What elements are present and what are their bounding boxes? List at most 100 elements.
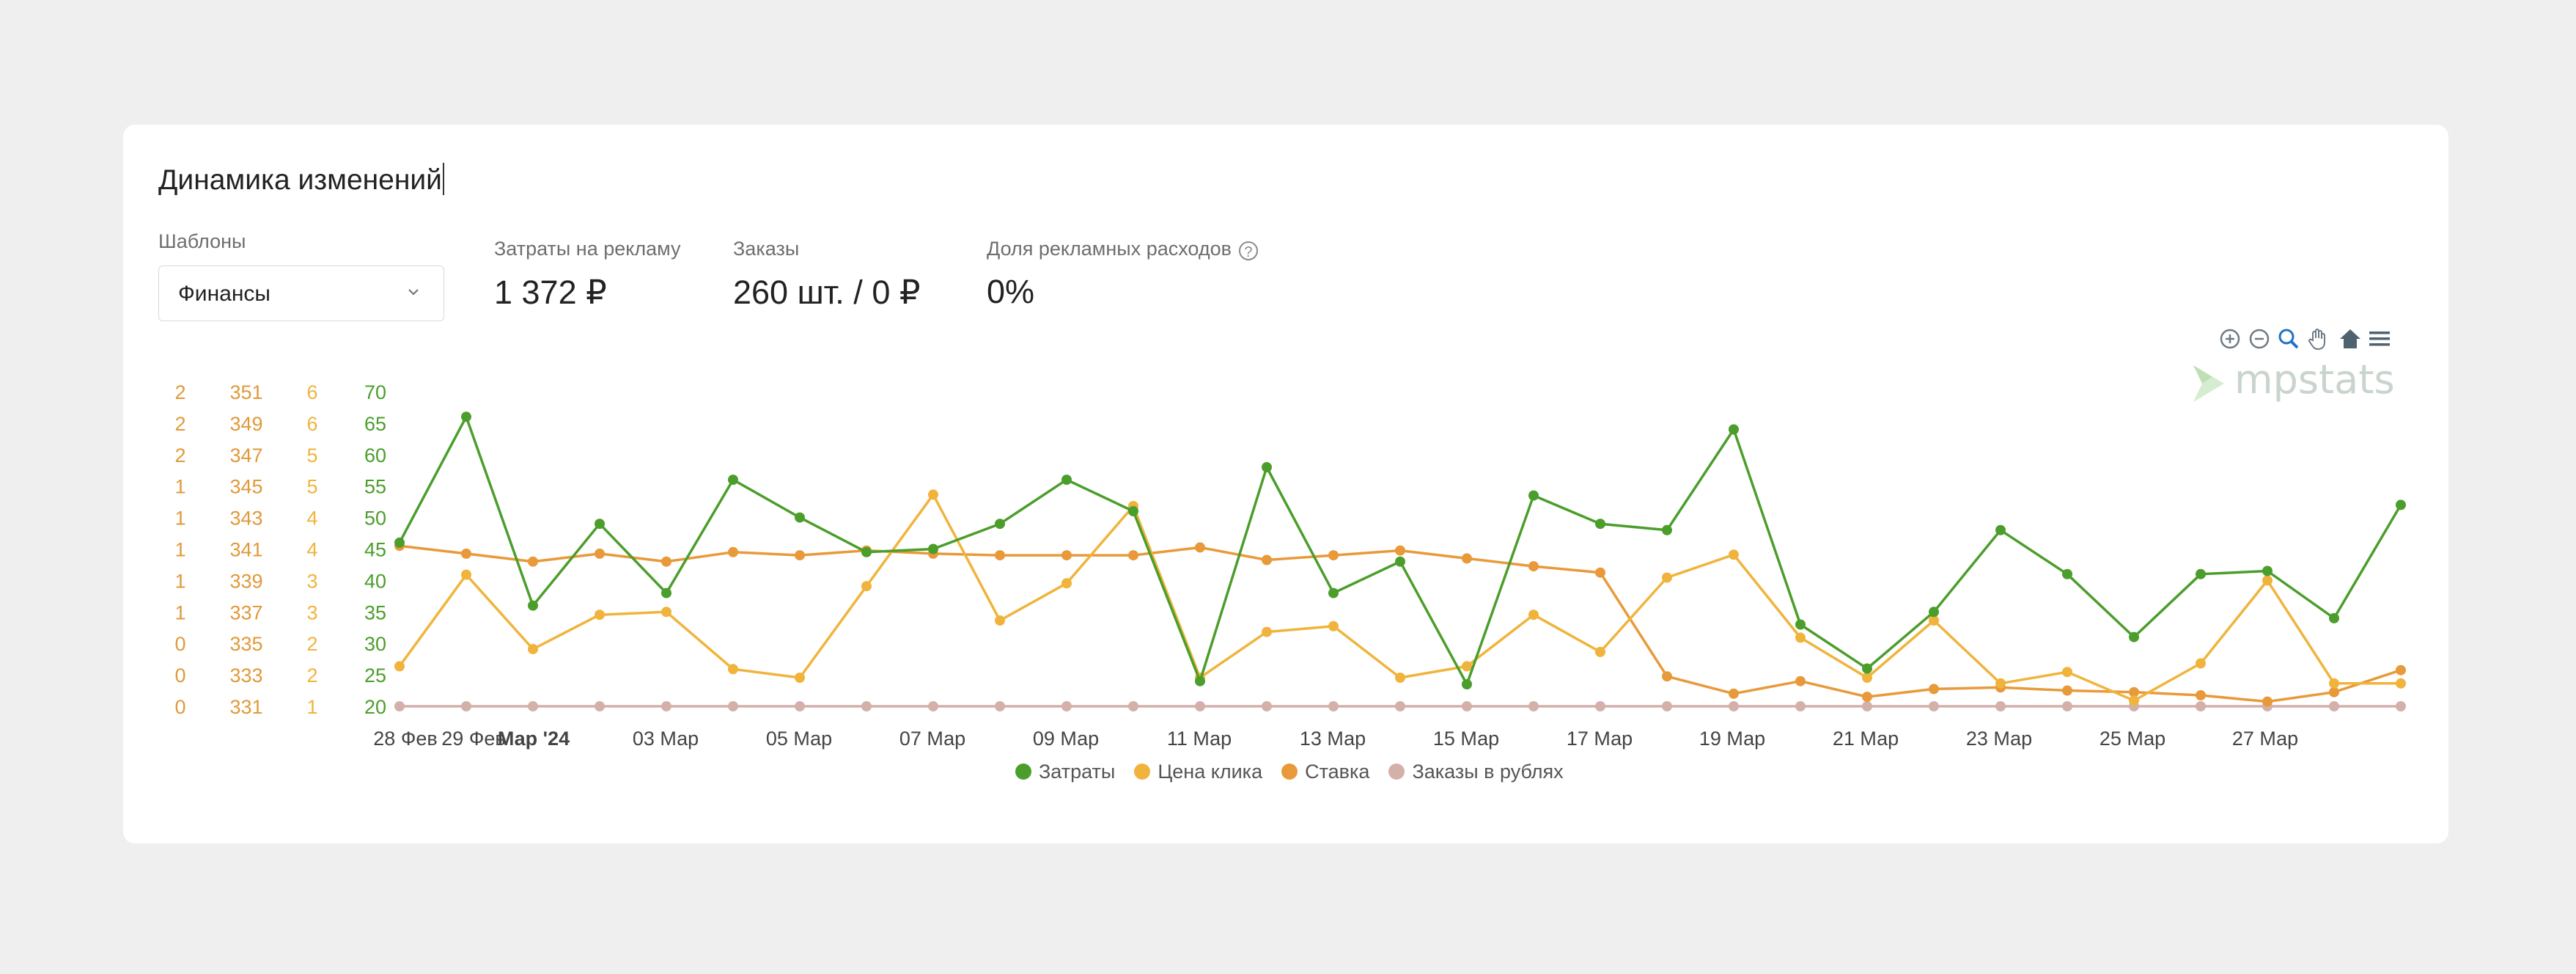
- data-point: [528, 644, 538, 654]
- data-point: [1395, 701, 1405, 711]
- data-point: [1195, 542, 1205, 553]
- data-point: [1128, 506, 1138, 516]
- metric-label-orders: Заказы: [733, 238, 800, 260]
- x-tick-label: 25 Мар: [2100, 728, 2165, 750]
- data-point: [461, 411, 471, 422]
- y-tick-label: 4: [306, 539, 317, 561]
- data-point: [1795, 632, 1806, 643]
- y-tick-label: 25: [364, 664, 386, 686]
- y-tick-label: 1: [174, 508, 185, 530]
- data-point: [1395, 673, 1405, 683]
- data-point: [1662, 701, 1672, 711]
- data-point: [1729, 701, 1739, 711]
- data-point: [2129, 631, 2139, 642]
- logo-text: mpstats: [2234, 356, 2395, 403]
- data-point: [1662, 671, 1672, 682]
- data-point: [2129, 695, 2139, 706]
- data-point: [528, 600, 538, 611]
- metric-value-ad-share: 0%: [987, 273, 1035, 310]
- y-tick-label: 2: [174, 444, 185, 466]
- data-point: [1528, 490, 1539, 501]
- data-point: [795, 512, 805, 523]
- help-icon[interactable]: ?: [1238, 241, 1258, 260]
- data-point: [2396, 664, 2406, 675]
- y-tick-label: 4: [306, 508, 317, 530]
- y-tick-label: 341: [229, 539, 262, 561]
- legend-marker: [1388, 764, 1405, 780]
- y-tick-label: 1: [174, 539, 185, 561]
- y-tick-label: 1: [306, 696, 317, 718]
- y-tick-label: 40: [364, 570, 386, 592]
- data-point: [1862, 701, 1872, 711]
- y-tick-label: 2: [174, 381, 185, 403]
- y-axes: 2221111100035134934734534334133933733533…: [174, 381, 386, 718]
- data-point: [2262, 565, 2273, 576]
- y-tick-label: 65: [364, 413, 386, 435]
- series-line: [398, 493, 2401, 702]
- data-point: [1262, 701, 1272, 711]
- data-point: [1195, 675, 1205, 686]
- home-icon[interactable]: [2337, 326, 2363, 352]
- legend-item-stavka[interactable]: Ставка: [1281, 757, 1369, 786]
- metric-value-orders: 260 шт. / 0 ₽: [733, 274, 921, 311]
- zoom-select-icon[interactable]: [2275, 326, 2302, 352]
- data-point: [595, 548, 605, 559]
- data-point: [1061, 701, 1072, 711]
- page-title: Динамика изменений: [158, 163, 444, 197]
- data-point: [1862, 663, 1872, 674]
- legend-label: Затраты: [1039, 760, 1116, 783]
- legend-item-cena-kliká[interactable]: Цена клика: [1134, 757, 1262, 786]
- data-point: [1995, 701, 2006, 711]
- y-tick-label: 45: [364, 539, 386, 561]
- data-point: [1128, 701, 1138, 711]
- data-point: [2262, 696, 2273, 707]
- data-point: [995, 701, 1005, 711]
- data-point: [2396, 678, 2406, 689]
- data-point: [1328, 701, 1339, 711]
- data-point: [1528, 701, 1539, 711]
- data-point: [1528, 609, 1539, 620]
- legend-item-zatraty[interactable]: Затраты: [1015, 757, 1115, 786]
- data-point: [461, 701, 471, 711]
- y-tick-label: 339: [229, 570, 262, 592]
- data-point: [1195, 701, 1205, 711]
- y-tick-label: 2: [306, 664, 317, 686]
- y-tick-label: 333: [229, 664, 262, 686]
- zoom-out-icon[interactable]: [2246, 326, 2273, 352]
- y-tick-label: 335: [229, 633, 262, 655]
- data-point: [1595, 519, 1605, 530]
- menu-icon[interactable]: [2366, 326, 2393, 352]
- zoom-in-icon[interactable]: [2217, 326, 2243, 352]
- data-point: [1729, 688, 1739, 699]
- data-point: [1929, 701, 1939, 711]
- data-point: [2196, 658, 2206, 669]
- data-point: [1862, 692, 1872, 703]
- data-point: [2062, 568, 2072, 579]
- chevron-down-icon: [408, 289, 419, 296]
- metric-value-ad-spend: 1 372 ₽: [494, 274, 607, 311]
- data-point: [1929, 607, 1939, 618]
- data-point: [661, 587, 671, 598]
- y-tick-label: 55: [364, 476, 386, 498]
- metric-label-ad-share: Доля рекламных расходов?: [987, 238, 1258, 260]
- x-tick-label: 21 Мар: [1833, 728, 1899, 750]
- data-point: [2062, 701, 2072, 711]
- data-point: [461, 548, 471, 559]
- data-point: [1995, 678, 2006, 689]
- data-point: [728, 475, 738, 486]
- data-point: [394, 537, 405, 548]
- data-point: [2329, 686, 2339, 697]
- data-point: [1595, 646, 1605, 657]
- metric-label-ad-spend: Затраты на рекламу: [494, 238, 681, 260]
- data-point: [1662, 524, 1672, 535]
- y-tick-label: 331: [229, 696, 262, 718]
- legend-item-zakazy-rub[interactable]: Заказы в рублях: [1388, 757, 1564, 786]
- data-point: [1462, 701, 1472, 711]
- templates-select[interactable]: Финансы: [158, 266, 444, 321]
- data-point: [1595, 701, 1605, 711]
- y-tick-label: 347: [229, 444, 262, 466]
- data-point: [995, 550, 1005, 561]
- legend-label: Ставка: [1305, 760, 1370, 783]
- data-point: [1262, 462, 1272, 472]
- pan-icon[interactable]: [2305, 326, 2331, 352]
